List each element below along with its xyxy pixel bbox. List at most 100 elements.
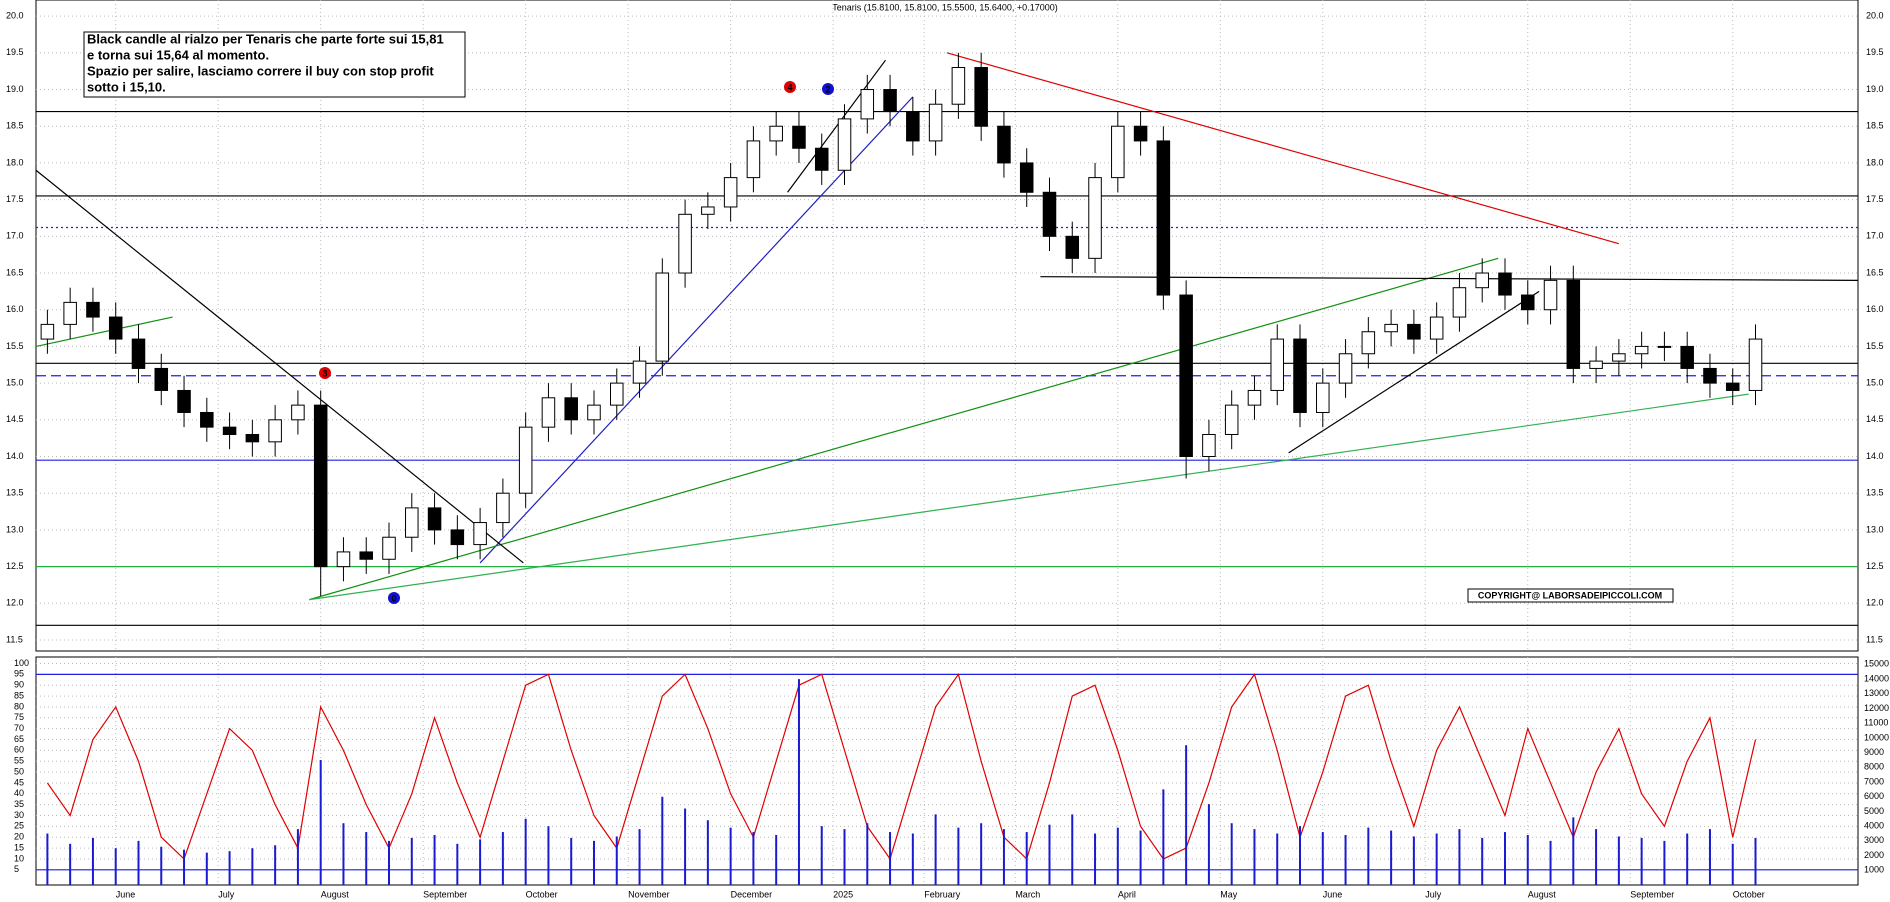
y2-tick-label: 17.0 [1866,231,1884,241]
trend-line [479,96,914,564]
y-tick-label: 55 [14,756,24,766]
candle-body [1407,323,1421,340]
y-tick-label: 13.5 [6,488,24,498]
candle-body [587,404,601,421]
y2-tick-label: 14.5 [1866,414,1884,424]
y-tick-label: 15.0 [6,377,24,387]
candle-body [359,551,374,560]
candle-body [1612,353,1626,362]
candle-body [655,272,670,362]
candle-body [1520,294,1535,311]
candle-body [291,404,305,421]
candle-body [313,404,328,568]
y2-tick-label: 16.5 [1866,267,1884,277]
y2-tick-label: 16.0 [1866,304,1884,314]
candle-body [883,89,897,113]
y2-tick-label: 14000 [1864,673,1889,683]
y-tick-label: 30 [14,810,24,820]
candle-body [108,316,123,340]
x-tick-label: July [218,889,235,899]
y-tick-label: 14.5 [6,414,24,424]
candle-body [496,492,510,524]
y-tick-label: 5 [14,864,19,874]
y-tick-label: 19.5 [6,47,24,57]
y2-tick-label: 20.0 [1866,11,1884,21]
candle-body [1316,382,1330,413]
y-tick-label: 18.5 [6,121,24,131]
y-tick-label: 17.0 [6,231,24,241]
y-tick-label: 25 [14,821,24,831]
candle-body [450,529,465,546]
trend-line [1288,290,1540,454]
candle-body [473,522,487,546]
y-tick-label: 12.5 [6,561,24,571]
y2-tick-label: 17.5 [1866,194,1884,204]
y2-tick-label: 5000 [1864,806,1884,816]
x-tick-label: August [321,889,350,899]
y-tick-label: 16.5 [6,267,24,277]
candle-body [860,89,875,120]
y2-tick-label: 13.0 [1866,524,1884,534]
y-tick-label: 50 [14,766,24,776]
x-tick-label: June [1323,889,1343,899]
y-tick-label: 15.5 [6,341,24,351]
candle-body [131,338,146,369]
y2-tick-label: 19.0 [1866,84,1884,94]
candle-body [837,118,852,171]
marker-label: 4 [787,82,792,92]
candle-body [1019,162,1034,193]
marker-label: 2 [825,84,830,94]
candle-body [1543,279,1558,311]
candle-body [1179,294,1193,458]
candle-body [951,67,966,105]
candle-body [1429,316,1444,340]
candle-body [1065,235,1080,259]
y2-tick-label: 19.5 [1866,47,1884,57]
trend-line [309,257,1499,601]
y2-tick-label: 1000 [1864,865,1884,875]
y-tick-label: 15 [14,842,24,852]
candle-body [1202,433,1216,458]
y2-tick-label: 11000 [1864,718,1888,728]
candle-body [632,360,647,384]
y-tick-label: 19.0 [6,84,24,94]
y-tick-label: 14.0 [6,451,24,461]
x-tick-label: April [1118,889,1136,899]
candle-body [1634,345,1649,355]
y2-tick-label: 12.5 [1866,561,1884,571]
candle-body [40,323,55,340]
x-tick-label: September [423,889,467,899]
x-tick-label: May [1220,889,1238,899]
candle-body [1247,389,1262,406]
candle-body [268,419,282,443]
y-tick-label: 90 [14,680,24,690]
panel-frame [35,656,1859,886]
y-tick-label: 16.0 [6,304,24,314]
candle-body [1042,191,1057,237]
y-tick-label: 20.0 [6,11,24,21]
x-tick-label: December [731,889,773,899]
candle-body [1384,323,1398,333]
y-tick-label: 10 [14,853,24,863]
y-tick-label: 60 [14,745,24,755]
y-tick-label: 40 [14,788,24,798]
y-tick-label: 13.0 [6,524,24,534]
candle-body [769,125,783,142]
candle-body [1589,360,1603,369]
y2-tick-label: 14.0 [1866,451,1884,461]
candle-body [63,301,77,325]
marker [388,592,400,604]
x-tick-label: August [1528,889,1557,899]
candle-body [1703,367,1717,384]
candle-body [1156,140,1171,296]
y-tick-label: 75 [14,712,24,722]
candle-body [200,411,214,428]
candle-body [1657,345,1672,348]
copyright-box [1467,588,1674,603]
candle-body [814,147,829,171]
y2-tick-label: 2000 [1864,850,1884,860]
y-tick-label: 95 [14,669,24,679]
candle-body [541,397,556,428]
trend-line [35,316,173,348]
